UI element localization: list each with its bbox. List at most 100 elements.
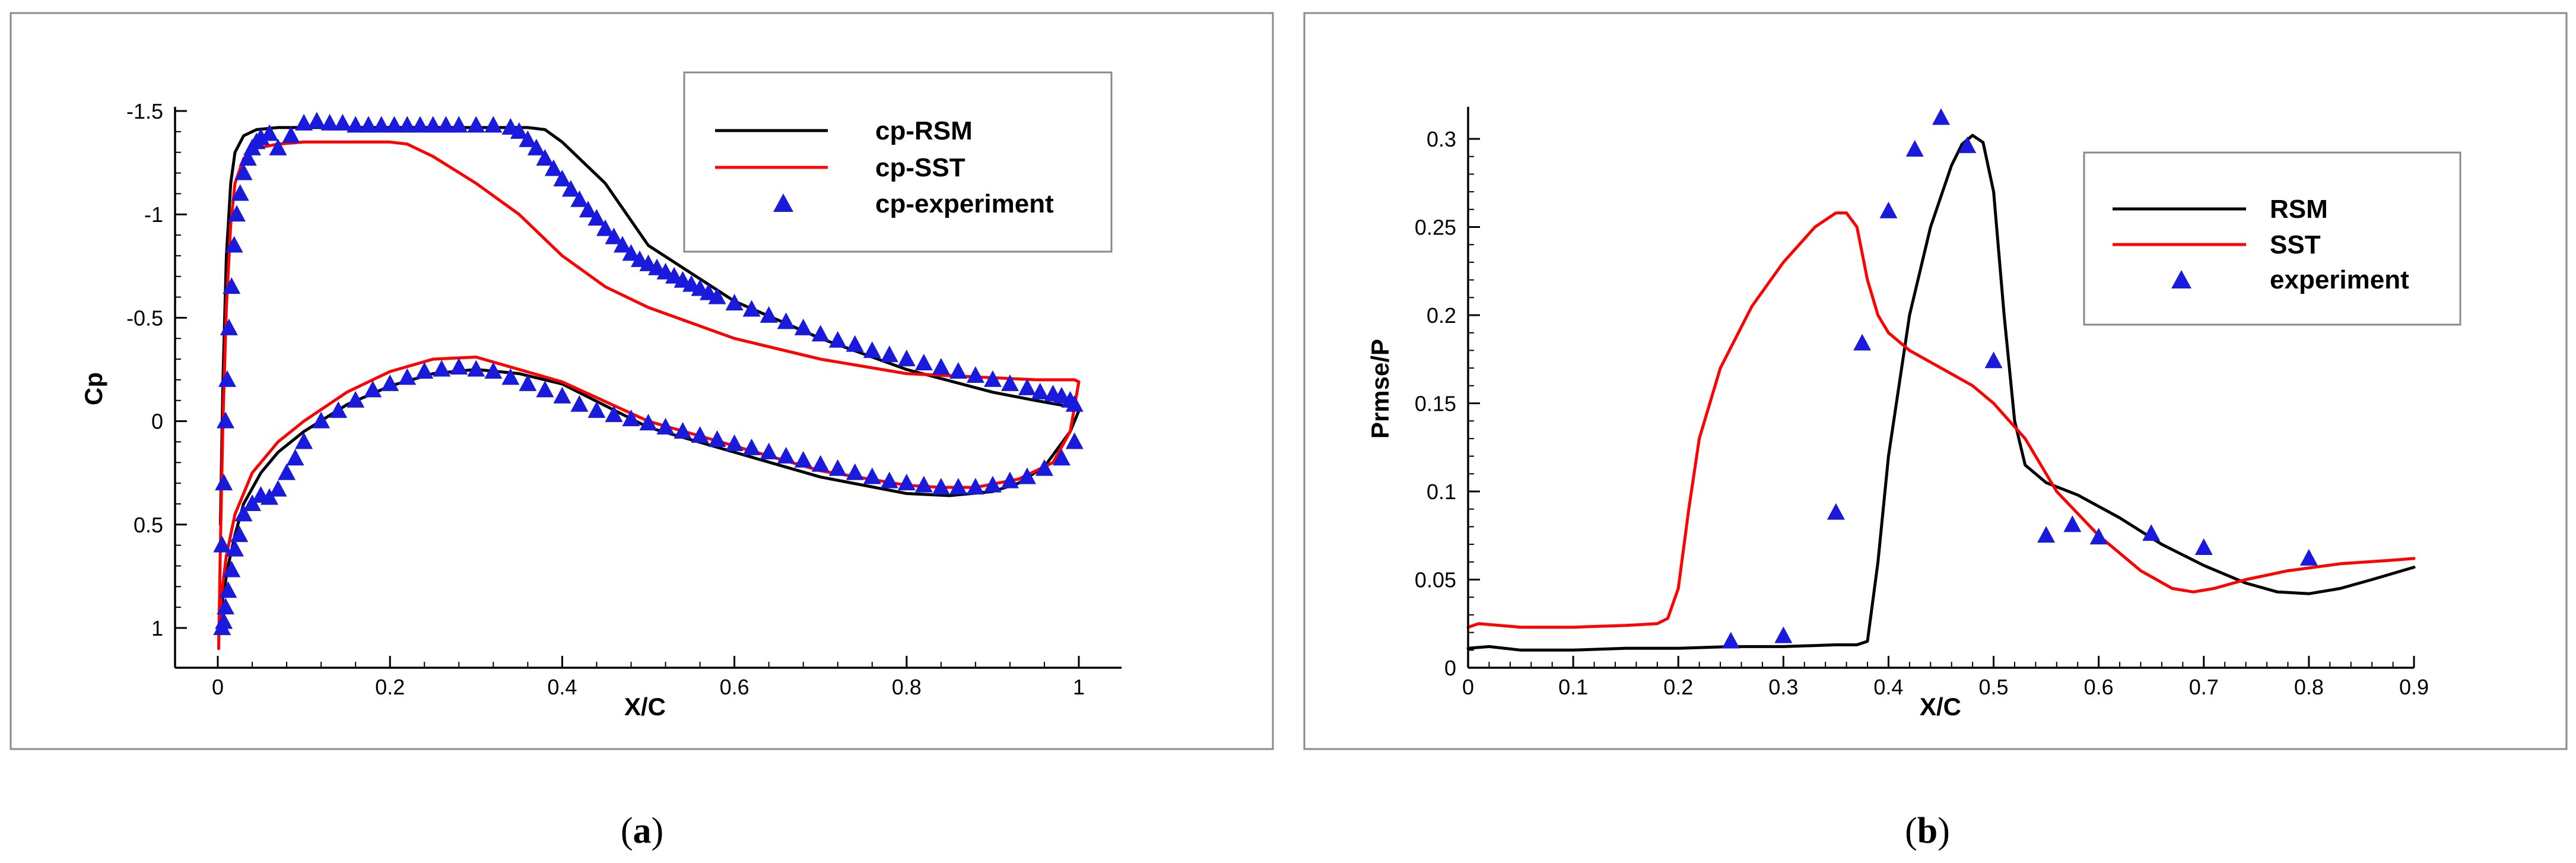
- data-point-cp-experiment: [1018, 467, 1036, 484]
- panel-a-y-tick-label: -1: [144, 202, 163, 227]
- data-point-experiment: [2299, 548, 2318, 566]
- data-point-cp-experiment: [278, 463, 296, 480]
- panel-b-y-tick-label: 0.1: [1427, 480, 1456, 504]
- data-point-cp-experiment: [227, 205, 246, 222]
- panel-b-x-tick-label: 0.5: [1979, 675, 2009, 699]
- data-point-cp-experiment: [777, 446, 795, 464]
- data-point-cp-experiment: [437, 116, 455, 133]
- panel-a-x-tick-label: 1: [1073, 675, 1085, 699]
- data-point-experiment: [1853, 334, 1872, 351]
- data-point-cp-experiment: [760, 442, 778, 459]
- data-point-cp-experiment: [213, 535, 231, 553]
- data-point-cp-experiment: [510, 122, 528, 139]
- data-point-cp-experiment: [708, 287, 726, 304]
- legend-swatch-cp-experiment: [773, 193, 793, 212]
- caption-a-label: a: [633, 811, 652, 851]
- data-point-cp-experiment: [424, 116, 442, 133]
- data-point-cp-experiment: [674, 422, 692, 439]
- panel-a-y-tick-label: 1: [151, 616, 163, 640]
- data-point-cp-experiment: [596, 219, 614, 236]
- data-point-experiment: [1905, 139, 1924, 157]
- data-point-experiment: [1774, 626, 1793, 643]
- data-point-cp-experiment: [320, 113, 339, 131]
- data-point-cp-experiment: [914, 354, 933, 371]
- data-point-cp-experiment: [226, 540, 244, 557]
- data-point-cp-experiment: [295, 432, 313, 449]
- data-point-cp-experiment: [295, 113, 313, 131]
- data-point-cp-experiment: [450, 358, 468, 375]
- caption-b: (b): [1905, 811, 1950, 851]
- data-point-cp-experiment: [364, 380, 382, 398]
- panel-a-x-tick-label: 0: [212, 675, 224, 699]
- panel-b-legend: RSM SST experiment: [2083, 151, 2461, 326]
- data-point-cp-experiment: [897, 474, 916, 491]
- data-point-cp-experiment: [880, 471, 898, 488]
- data-point-cp-experiment: [725, 294, 744, 311]
- panel-a-x-tick-label: 0.6: [720, 675, 749, 699]
- data-point-cp-experiment: [411, 116, 429, 133]
- data-point-cp-experiment: [219, 581, 237, 598]
- panel-a-x-tick-label: 0.8: [892, 675, 922, 699]
- series-line-cp-sst: [217, 140, 1081, 651]
- panel-b-x-tick-label: 0.1: [1558, 675, 1588, 699]
- data-point-experiment: [2142, 524, 2161, 541]
- data-point-cp-experiment: [359, 116, 377, 133]
- data-point-cp-experiment: [450, 116, 468, 133]
- panel-b-x-tick-label: 0.4: [1873, 675, 1903, 699]
- panel-a-x-tick-label: 0.2: [375, 675, 405, 699]
- data-point-cp-experiment: [949, 478, 967, 495]
- data-point-cp-experiment: [570, 395, 589, 412]
- caption-b-label: b: [1917, 811, 1937, 851]
- data-point-cp-experiment: [846, 463, 864, 480]
- data-point-cp-experiment: [622, 410, 640, 427]
- legend-label-experiment: experiment: [2270, 265, 2409, 294]
- data-point-cp-experiment: [794, 450, 812, 468]
- data-point-cp-experiment: [932, 358, 950, 375]
- data-point-cp-experiment: [622, 244, 640, 261]
- data-point-cp-experiment: [282, 126, 300, 143]
- panel-b-x-tick-label: 0.7: [2189, 675, 2219, 699]
- panel-a-y-tick-label: -0.5: [126, 306, 163, 330]
- data-point-cp-experiment: [398, 368, 417, 385]
- data-point-cp-experiment: [914, 475, 933, 493]
- data-point-cp-experiment: [553, 169, 571, 186]
- data-point-cp-experiment: [307, 112, 326, 129]
- data-point-experiment: [2194, 538, 2213, 556]
- data-point-cp-experiment: [312, 411, 331, 429]
- data-point-cp-experiment: [252, 486, 270, 503]
- data-point-cp-experiment: [828, 459, 847, 476]
- legend-label-cp-rsm: cp-RSM: [875, 116, 973, 145]
- data-point-experiment: [2063, 515, 2082, 532]
- data-point-cp-experiment: [536, 380, 554, 398]
- data-point-cp-experiment: [223, 277, 241, 294]
- data-point-cp-experiment: [243, 494, 262, 511]
- data-point-cp-experiment: [347, 116, 365, 133]
- data-point-cp-experiment: [570, 190, 589, 207]
- data-point-cp-experiment: [742, 300, 761, 317]
- panel-a-x-tick-label: 0.4: [547, 675, 577, 699]
- panel-b-y-tick-label: 0.25: [1415, 215, 1456, 240]
- data-point-cp-experiment: [234, 505, 253, 522]
- data-point-cp-experiment: [433, 360, 451, 377]
- data-point-cp-experiment: [372, 116, 390, 133]
- data-point-cp-experiment: [527, 138, 545, 156]
- data-point-experiment: [1879, 201, 1898, 218]
- panel-b-y-tick-label: 0.3: [1427, 127, 1456, 151]
- panel-a-y-tick-label: -1.5: [126, 99, 163, 123]
- data-point-cp-experiment: [286, 449, 304, 466]
- data-point-cp-experiment: [691, 426, 709, 443]
- legend-label-rsm: RSM: [2270, 195, 2328, 224]
- panel-b-x-tick-label: 0.6: [2084, 675, 2114, 699]
- legend-swatch-experiment: [2171, 270, 2191, 288]
- data-point-cp-experiment: [544, 159, 563, 176]
- data-point-cp-experiment: [234, 163, 253, 180]
- legend-label-cp-experiment: cp-experiment: [875, 189, 1054, 218]
- panel-a-plot-area: [213, 112, 1084, 651]
- data-point-cp-experiment: [760, 306, 778, 323]
- panel-b-y-tick-label: 0.05: [1415, 568, 1456, 592]
- data-point-cp-experiment: [501, 368, 520, 385]
- data-point-cp-experiment: [218, 370, 236, 387]
- data-point-cp-experiment: [381, 374, 399, 391]
- data-point-experiment: [1932, 108, 1950, 125]
- data-point-cp-experiment: [742, 438, 761, 455]
